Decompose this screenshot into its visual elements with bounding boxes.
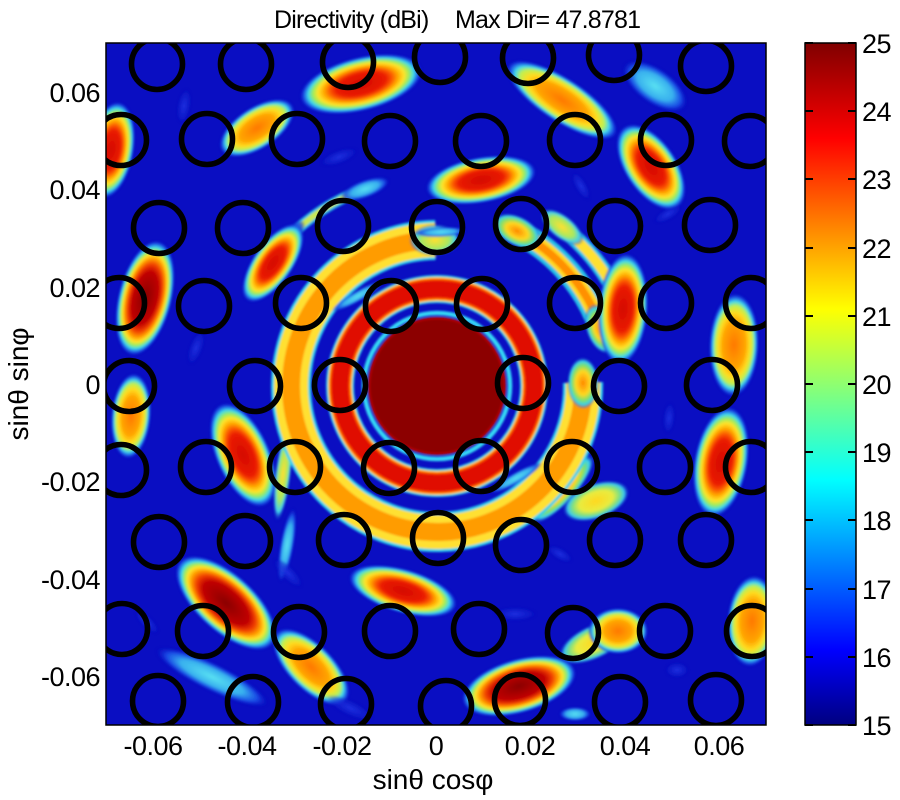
svg-text:-0.04: -0.04 xyxy=(41,565,101,595)
svg-text:-0.02: -0.02 xyxy=(312,731,371,761)
svg-text:0.06: 0.06 xyxy=(694,731,745,761)
svg-text:-0.06: -0.06 xyxy=(41,662,100,692)
svg-text:sinθ cosφ: sinθ cosφ xyxy=(373,764,494,795)
svg-text:Directivity (dBi): Directivity (dBi) xyxy=(274,6,428,34)
svg-text:18: 18 xyxy=(862,506,891,536)
svg-text:20: 20 xyxy=(862,370,891,400)
svg-text:15: 15 xyxy=(862,711,891,741)
svg-text:0.02: 0.02 xyxy=(49,273,100,303)
svg-text:17: 17 xyxy=(862,575,891,605)
svg-text:19: 19 xyxy=(862,438,891,468)
svg-text:sinθ sinφ: sinθ sinφ xyxy=(3,327,34,440)
svg-text:25: 25 xyxy=(862,29,891,59)
svg-text:22: 22 xyxy=(862,234,891,264)
svg-text:0: 0 xyxy=(429,731,444,761)
svg-text:0.02: 0.02 xyxy=(505,731,556,761)
svg-text:Max Dir= 47.8781: Max Dir= 47.8781 xyxy=(455,6,640,34)
svg-text:0: 0 xyxy=(85,370,100,400)
svg-text:23: 23 xyxy=(862,165,891,195)
svg-text:21: 21 xyxy=(862,302,891,332)
svg-text:0.06: 0.06 xyxy=(49,78,100,108)
svg-text:-0.06: -0.06 xyxy=(123,731,182,761)
svg-text:-0.04: -0.04 xyxy=(217,731,277,761)
svg-text:0.04: 0.04 xyxy=(49,175,100,205)
svg-text:0.04: 0.04 xyxy=(600,731,651,761)
svg-text:24: 24 xyxy=(862,97,892,127)
svg-text:16: 16 xyxy=(862,643,891,673)
svg-text:-0.02: -0.02 xyxy=(41,467,100,497)
